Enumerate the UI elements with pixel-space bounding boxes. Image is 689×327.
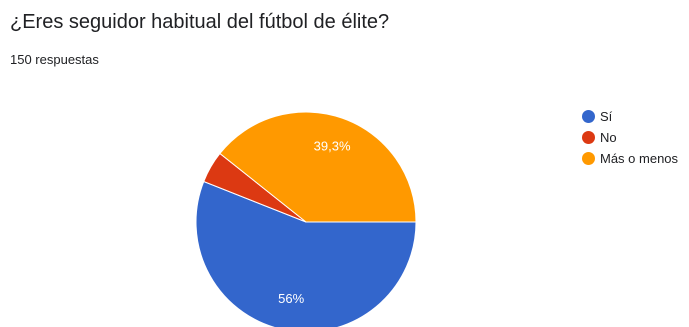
chart-legend: Sí No Más o menos [582, 107, 678, 170]
legend-item-1[interactable]: No [582, 128, 678, 146]
legend-item-2[interactable]: Más o menos [582, 149, 678, 167]
legend-item-0[interactable]: Sí [582, 107, 678, 125]
legend-swatch-icon [582, 151, 595, 165]
legend-label: Más o menos [600, 150, 679, 166]
legend-swatch-icon [582, 130, 595, 144]
legend-label: No [600, 129, 617, 145]
slice-label-0: 56% [278, 291, 304, 306]
pie-slice-2[interactable] [219, 111, 417, 223]
legend-swatch-icon [582, 109, 595, 123]
legend-label: Sí [600, 108, 613, 124]
slice-label-2: 39,3% [314, 139, 351, 154]
pie-slice-0[interactable] [195, 180, 417, 327]
response-count: 150 respuestas [10, 52, 99, 67]
question-title: ¿Eres seguidor habitual del fútbol de él… [10, 11, 390, 33]
